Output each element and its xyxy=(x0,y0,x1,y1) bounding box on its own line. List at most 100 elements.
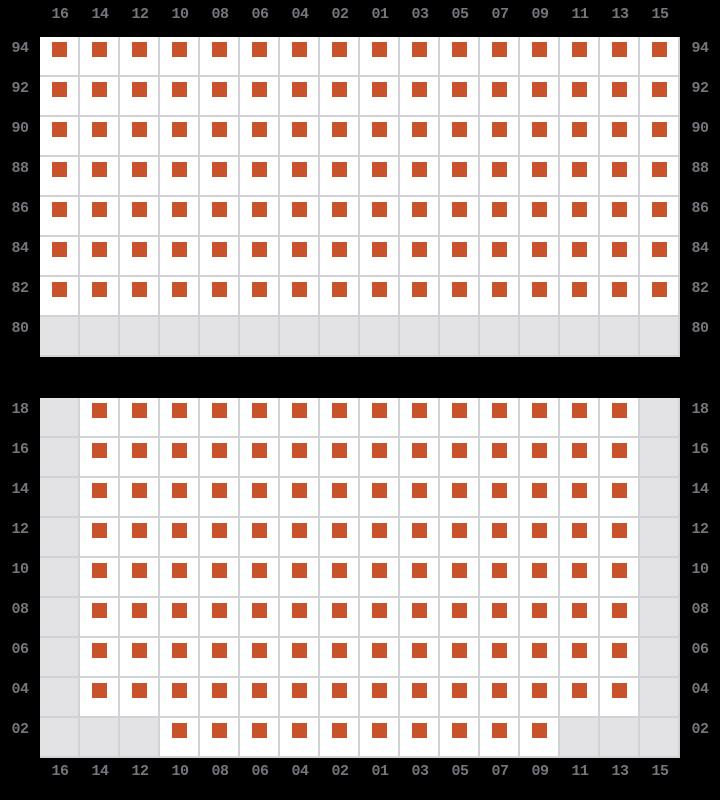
seat-84-02[interactable] xyxy=(320,237,360,277)
seat-86-16[interactable] xyxy=(40,197,80,237)
seat-88-05[interactable] xyxy=(440,157,480,197)
seat-02-05[interactable] xyxy=(440,718,480,758)
seat-90-13[interactable] xyxy=(600,117,640,157)
seat-02-06[interactable] xyxy=(240,718,280,758)
seat-94-02[interactable] xyxy=(320,37,360,77)
seat-08-13[interactable] xyxy=(600,598,640,638)
seat-18-11[interactable] xyxy=(560,398,600,438)
seat-86-12[interactable] xyxy=(120,197,160,237)
seat-88-06[interactable] xyxy=(240,157,280,197)
seat-16-06[interactable] xyxy=(240,438,280,478)
seat-06-09[interactable] xyxy=(520,638,560,678)
seat-10-09[interactable] xyxy=(520,558,560,598)
seat-90-15[interactable] xyxy=(640,117,680,157)
seat-04-11[interactable] xyxy=(560,678,600,718)
seat-10-13[interactable] xyxy=(600,558,640,598)
seat-82-03[interactable] xyxy=(400,277,440,317)
seat-92-01[interactable] xyxy=(360,77,400,117)
seat-90-10[interactable] xyxy=(160,117,200,157)
seat-86-10[interactable] xyxy=(160,197,200,237)
seat-94-13[interactable] xyxy=(600,37,640,77)
seat-92-14[interactable] xyxy=(80,77,120,117)
seat-02-10[interactable] xyxy=(160,718,200,758)
seat-82-04[interactable] xyxy=(280,277,320,317)
seat-06-04[interactable] xyxy=(280,638,320,678)
seat-82-02[interactable] xyxy=(320,277,360,317)
seat-12-10[interactable] xyxy=(160,518,200,558)
seat-94-12[interactable] xyxy=(120,37,160,77)
seat-88-12[interactable] xyxy=(120,157,160,197)
seat-12-03[interactable] xyxy=(400,518,440,558)
seat-06-13[interactable] xyxy=(600,638,640,678)
seat-08-11[interactable] xyxy=(560,598,600,638)
seat-86-05[interactable] xyxy=(440,197,480,237)
seat-94-09[interactable] xyxy=(520,37,560,77)
seat-02-03[interactable] xyxy=(400,718,440,758)
seat-02-02[interactable] xyxy=(320,718,360,758)
seat-92-11[interactable] xyxy=(560,77,600,117)
seat-04-13[interactable] xyxy=(600,678,640,718)
seat-90-01[interactable] xyxy=(360,117,400,157)
seat-10-11[interactable] xyxy=(560,558,600,598)
seat-90-07[interactable] xyxy=(480,117,520,157)
seat-06-01[interactable] xyxy=(360,638,400,678)
seat-18-12[interactable] xyxy=(120,398,160,438)
seat-10-05[interactable] xyxy=(440,558,480,598)
seat-82-09[interactable] xyxy=(520,277,560,317)
seat-08-06[interactable] xyxy=(240,598,280,638)
seat-82-10[interactable] xyxy=(160,277,200,317)
seat-90-09[interactable] xyxy=(520,117,560,157)
seat-02-04[interactable] xyxy=(280,718,320,758)
seat-16-01[interactable] xyxy=(360,438,400,478)
seat-08-14[interactable] xyxy=(80,598,120,638)
seat-18-08[interactable] xyxy=(200,398,240,438)
seat-84-08[interactable] xyxy=(200,237,240,277)
seat-86-13[interactable] xyxy=(600,197,640,237)
seat-14-04[interactable] xyxy=(280,478,320,518)
seat-88-09[interactable] xyxy=(520,157,560,197)
seat-94-07[interactable] xyxy=(480,37,520,77)
seat-06-02[interactable] xyxy=(320,638,360,678)
seat-90-05[interactable] xyxy=(440,117,480,157)
seat-06-12[interactable] xyxy=(120,638,160,678)
seat-10-07[interactable] xyxy=(480,558,520,598)
seat-14-08[interactable] xyxy=(200,478,240,518)
seat-08-03[interactable] xyxy=(400,598,440,638)
seat-94-15[interactable] xyxy=(640,37,680,77)
seat-02-09[interactable] xyxy=(520,718,560,758)
seat-90-08[interactable] xyxy=(200,117,240,157)
seat-90-04[interactable] xyxy=(280,117,320,157)
seat-12-11[interactable] xyxy=(560,518,600,558)
seat-82-08[interactable] xyxy=(200,277,240,317)
seat-18-07[interactable] xyxy=(480,398,520,438)
seat-16-07[interactable] xyxy=(480,438,520,478)
seat-14-13[interactable] xyxy=(600,478,640,518)
seat-82-16[interactable] xyxy=(40,277,80,317)
seat-16-10[interactable] xyxy=(160,438,200,478)
seat-84-05[interactable] xyxy=(440,237,480,277)
seat-94-08[interactable] xyxy=(200,37,240,77)
seat-84-14[interactable] xyxy=(80,237,120,277)
seat-84-13[interactable] xyxy=(600,237,640,277)
seat-94-04[interactable] xyxy=(280,37,320,77)
seat-18-04[interactable] xyxy=(280,398,320,438)
seat-12-01[interactable] xyxy=(360,518,400,558)
seat-06-05[interactable] xyxy=(440,638,480,678)
seat-14-07[interactable] xyxy=(480,478,520,518)
seat-94-06[interactable] xyxy=(240,37,280,77)
seat-88-01[interactable] xyxy=(360,157,400,197)
seat-04-04[interactable] xyxy=(280,678,320,718)
seat-12-13[interactable] xyxy=(600,518,640,558)
seat-04-01[interactable] xyxy=(360,678,400,718)
seat-10-01[interactable] xyxy=(360,558,400,598)
seat-10-08[interactable] xyxy=(200,558,240,598)
seat-90-11[interactable] xyxy=(560,117,600,157)
seat-82-13[interactable] xyxy=(600,277,640,317)
seat-12-09[interactable] xyxy=(520,518,560,558)
seat-18-13[interactable] xyxy=(600,398,640,438)
seat-04-10[interactable] xyxy=(160,678,200,718)
seat-92-05[interactable] xyxy=(440,77,480,117)
seat-88-02[interactable] xyxy=(320,157,360,197)
seat-08-04[interactable] xyxy=(280,598,320,638)
seat-84-04[interactable] xyxy=(280,237,320,277)
